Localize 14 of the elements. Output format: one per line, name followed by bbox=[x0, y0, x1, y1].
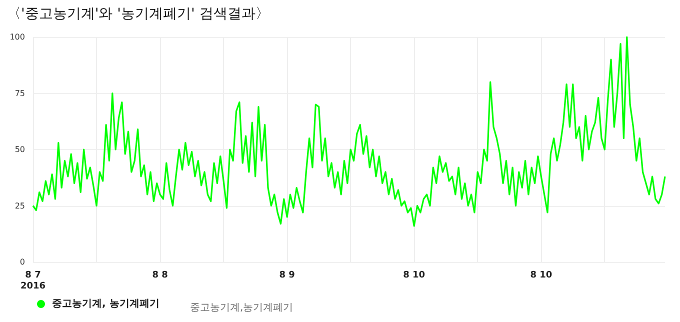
y-tick-label: 75 bbox=[14, 88, 25, 98]
y-tick-label: 0 bbox=[20, 258, 25, 266]
x-tick-label: 8 7 2016 bbox=[20, 270, 46, 292]
y-tick-label: 25 bbox=[14, 201, 25, 210]
legend-label: 중고농기계, 농기계폐기 bbox=[52, 298, 160, 310]
x-tick-label: 8 9 bbox=[279, 270, 295, 280]
line-series bbox=[32, 36, 666, 227]
x-tick-label: 8 10 bbox=[530, 270, 552, 280]
y-tick-label: 50 bbox=[14, 145, 25, 154]
x-tick-label: 8 10 bbox=[403, 270, 426, 280]
chart-title: 〈'중고농기계'와 '농기계폐기' 검색결과〉 bbox=[7, 6, 270, 22]
text: 중고농기계,농기계폐기 bbox=[190, 302, 294, 314]
y-tick-label: 100 bbox=[10, 32, 25, 42]
x-tick-label: 8 8 bbox=[152, 270, 168, 280]
